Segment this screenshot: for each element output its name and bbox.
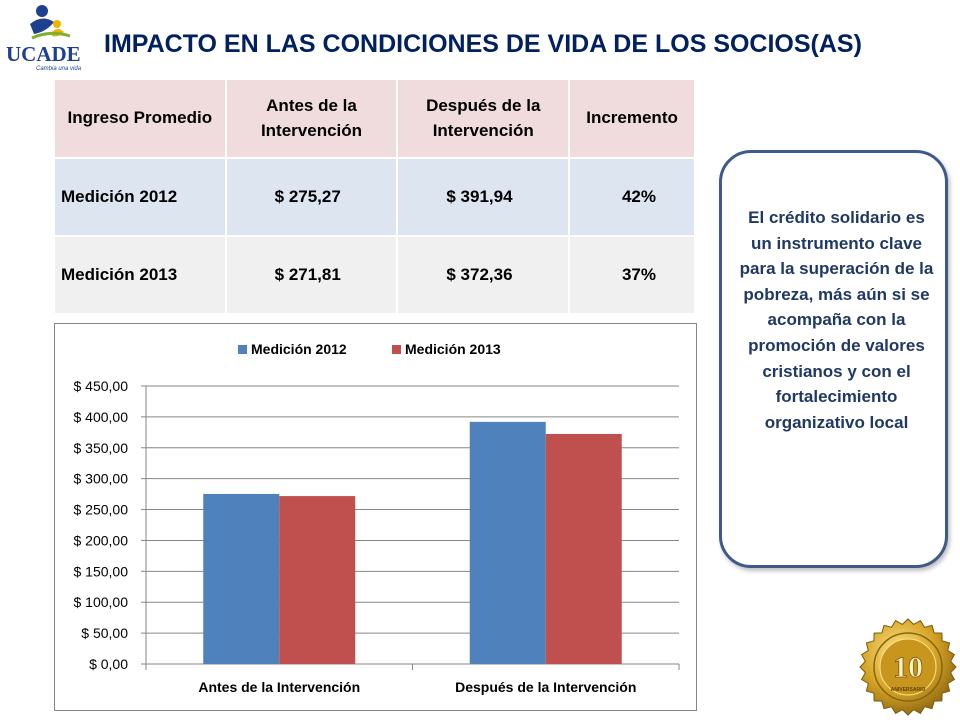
y-tick-label: $ 350,00: [74, 440, 129, 456]
table-cell: Medición 2013: [55, 236, 227, 315]
seal-label: ANIVERSARIO: [891, 687, 926, 693]
legend-swatch: [238, 345, 247, 354]
table-cell: $ 391,94: [397, 158, 571, 237]
legend-label: Medición 2012: [251, 341, 347, 357]
y-tick-label: $ 250,00: [74, 502, 129, 518]
table-row: Medición 2012 $ 275,27 $ 391,94 42%: [55, 158, 696, 237]
bar: [279, 496, 356, 664]
table-cell: Medición 2012: [55, 158, 227, 237]
y-tick-label: $ 50,00: [81, 625, 128, 641]
legend-swatch: [392, 345, 401, 354]
bar: [203, 493, 280, 664]
y-tick-label: $ 100,00: [74, 594, 129, 610]
logo-tagline: Cambia una vida: [36, 66, 82, 72]
bar: [545, 433, 622, 664]
page-title: IMPACTO EN LAS CONDICIONES DE VIDA DE LO…: [104, 30, 862, 58]
anniversary-seal-icon: 10 ANIVERSARIO: [859, 618, 957, 716]
logo-wordmark: UCADE: [6, 42, 81, 66]
table-header-row: Ingreso Promedio Antes de la Intervenció…: [55, 80, 696, 159]
y-tick-label: $ 150,00: [74, 563, 129, 579]
callout-text: El crédito solidario es un instrumento c…: [739, 208, 934, 432]
ucade-logo: UCADE Cambia una vida: [2, 2, 98, 74]
bar-chart-svg: $ 0,00 $ 50,00 $ 100,00 $ 150,00 $ 200,00 $ 2…: [74, 341, 680, 695]
table-cell: 37%: [569, 236, 696, 315]
y-tick-label: $ 300,00: [74, 471, 129, 487]
callout-box: El crédito solidario es un instrumento c…: [719, 150, 948, 568]
table-cell: $ 275,27: [225, 158, 399, 237]
bar: [469, 421, 546, 664]
table-header: Ingreso Promedio: [55, 80, 227, 159]
table-header: Después de la Intervención: [397, 80, 571, 159]
table-header: Antes de la Intervención: [225, 80, 399, 159]
x-tick-label: Después de la Intervención: [455, 679, 636, 695]
y-tick-label: $ 200,00: [74, 532, 129, 548]
table-cell: $ 372,36: [397, 236, 571, 315]
x-tick-label: Antes de la Intervención: [198, 679, 360, 695]
seal-number: 10: [893, 651, 923, 684]
table-cell: 42%: [569, 158, 696, 237]
bar-chart: $ 0,00 $ 50,00 $ 100,00 $ 150,00 $ 200,00 $ 2…: [54, 323, 697, 711]
table-row: Medición 2013 $ 271,81 $ 372,36 37%: [55, 236, 696, 315]
income-table: Ingreso Promedio Antes de la Intervenció…: [55, 80, 696, 315]
y-tick-label: $ 450,00: [74, 378, 129, 394]
table-cell: $ 271,81: [225, 236, 399, 315]
y-tick-label: $ 400,00: [74, 409, 129, 425]
ucade-emblem-icon: [30, 5, 71, 40]
table-header: Incremento: [569, 80, 696, 159]
y-tick-label: $ 0,00: [89, 656, 128, 672]
legend-label: Medición 2013: [405, 341, 501, 357]
